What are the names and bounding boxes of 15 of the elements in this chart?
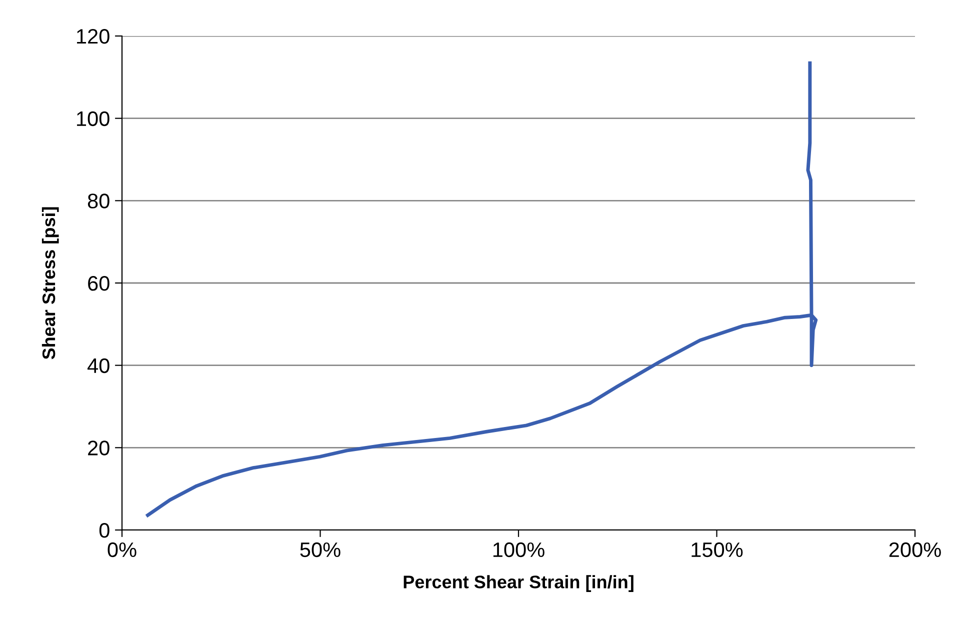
y-tick-label: 100 (77, 111, 110, 126)
x-axis-title: Percent Shear Strain [in/in] (404, 575, 634, 592)
y-tick-label: 20 (88, 440, 110, 456)
y-tick-label: 40 (88, 358, 110, 374)
x-tick-label: 100% (493, 542, 544, 558)
x-tick-label: 200% (889, 542, 941, 558)
x-tick-label: 50% (300, 542, 340, 558)
x-tick-label: 0% (108, 542, 136, 558)
y-tick-label: 120 (77, 29, 110, 44)
line-series (146, 61, 818, 517)
y-axis-title: Shear Stress [psi] (42, 207, 59, 360)
y-tick-label: 80 (88, 194, 110, 208)
y-tick-label: 60 (88, 276, 110, 291)
x-tick-label: 150% (692, 542, 743, 558)
y-tick-label: 0 (99, 523, 110, 538)
